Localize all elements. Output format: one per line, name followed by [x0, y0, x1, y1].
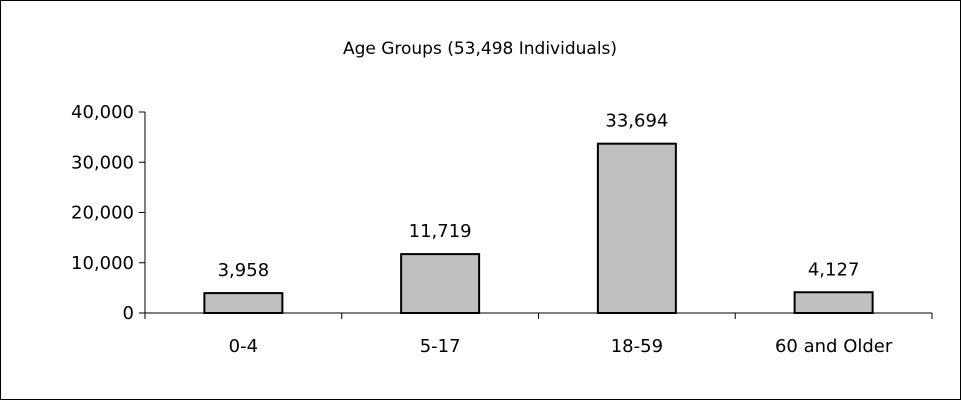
y-axis: 0 10,000 20,000 30,000 40,000: [71, 102, 146, 324]
y-tick-label: 30,000: [71, 152, 134, 173]
chart-title: Age Groups (53,498 Individuals): [343, 39, 617, 59]
bar-value-label: 11,719: [409, 221, 472, 242]
y-tick-label: 10,000: [71, 253, 134, 274]
y-tick-label: 0: [123, 303, 134, 324]
y-tick-label: 20,000: [71, 203, 134, 224]
y-tick-label: 40,000: [71, 102, 134, 123]
bar-value-label: 33,694: [605, 111, 668, 132]
bar-60-and-older: [793, 291, 874, 314]
bar-0-4: [203, 292, 284, 315]
bar-value-label: 4,127: [808, 259, 860, 280]
bar-18-59: [596, 142, 677, 314]
bar-5-17: [400, 253, 481, 315]
bars: [203, 142, 874, 315]
x-tick-label: 60 and Older: [775, 336, 893, 357]
x-tick-label: 5-17: [420, 336, 461, 357]
x-tick-label: 18-59: [611, 336, 663, 357]
x-tick-label: 0-4: [229, 336, 258, 357]
bar-value-label: 3,958: [218, 260, 270, 281]
data-labels: 3,958 11,719 33,694 4,127: [218, 111, 860, 281]
